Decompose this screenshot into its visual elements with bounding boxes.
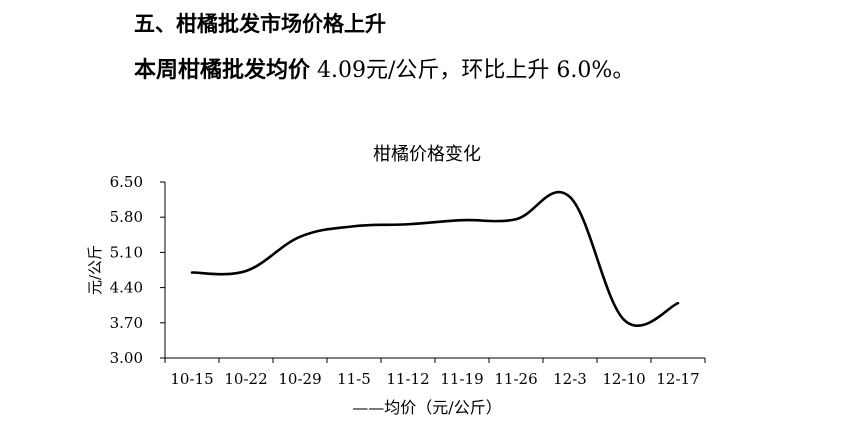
- y-tick-label: 4.40: [110, 279, 143, 297]
- y-tick-label: 3.00: [110, 349, 143, 367]
- x-tick-label: 11-26: [494, 370, 537, 388]
- x-tick-label: 11-12: [386, 370, 429, 388]
- series-line-avg-price: [190, 190, 680, 328]
- x-ticks: 10-15 10-22 10-29 11-5 11-12 11-19 11-26 12-3 12…: [164, 358, 706, 388]
- summary-line: 本周柑橘批发均价 4.09元/公斤，环比上升 6.0%。: [134, 52, 634, 84]
- chart-title: 柑橘价格变化: [373, 144, 481, 165]
- y-tick-label: 5.80: [110, 208, 143, 226]
- x-tick-label: 12-3: [553, 370, 587, 388]
- y-tick-label: 3.70: [110, 314, 143, 332]
- x-tick-label: 10-15: [170, 370, 213, 388]
- y-tick-label: 6.50: [110, 173, 143, 191]
- x-tick-label: 11-5: [337, 370, 371, 388]
- x-tick-label: 12-10: [602, 370, 645, 388]
- x-tick-label: 11-19: [440, 370, 483, 388]
- x-tick-label: 10-29: [278, 370, 321, 388]
- legend-entry-avg-price: ——均价（元/公斤）: [352, 398, 501, 417]
- x-tick-label: 10-22: [224, 370, 267, 388]
- summary-change: 6.0%: [556, 58, 613, 83]
- section-heading: 五、柑橘批发市场价格上升: [134, 12, 386, 36]
- summary-end: 。: [612, 58, 635, 83]
- data-points: [192, 197, 678, 320]
- summary-price: 4.09: [317, 58, 366, 83]
- summary-unit: 元/公斤，环比上升: [366, 58, 550, 83]
- y-axis-label: 元/公斤: [86, 245, 104, 295]
- y-ticks: 3.00 3.70 4.40 5.10 5.80 6.50: [110, 173, 165, 367]
- x-tick-label: 12-17: [656, 370, 699, 388]
- summary-lead: 本周柑橘批发均价: [134, 58, 311, 83]
- y-tick-label: 5.10: [110, 243, 143, 261]
